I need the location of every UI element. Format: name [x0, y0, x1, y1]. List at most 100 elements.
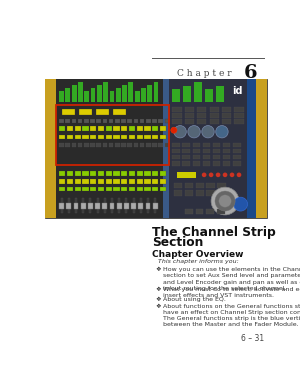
- Bar: [59, 143, 64, 147]
- Circle shape: [188, 125, 200, 138]
- Bar: [72, 119, 76, 123]
- Bar: [193, 161, 200, 166]
- Text: About using the EQ.: About using the EQ.: [163, 297, 226, 302]
- Bar: [145, 126, 151, 131]
- Circle shape: [215, 191, 235, 211]
- Bar: [122, 85, 127, 102]
- Bar: [196, 209, 203, 214]
- Bar: [135, 91, 140, 102]
- Bar: [74, 203, 79, 209]
- Circle shape: [230, 172, 234, 177]
- Bar: [121, 171, 127, 176]
- Bar: [82, 171, 89, 176]
- Bar: [84, 91, 89, 102]
- Bar: [172, 89, 180, 102]
- Circle shape: [202, 125, 214, 138]
- Bar: [223, 143, 230, 147]
- Bar: [131, 203, 136, 209]
- Bar: [79, 109, 92, 115]
- Bar: [177, 172, 197, 178]
- Bar: [140, 119, 145, 123]
- Bar: [121, 119, 126, 123]
- Text: 6 – 31: 6 – 31: [241, 334, 264, 343]
- Bar: [160, 135, 166, 140]
- Bar: [160, 171, 166, 176]
- Bar: [185, 190, 193, 196]
- Bar: [138, 203, 143, 209]
- Bar: [137, 126, 143, 131]
- Bar: [137, 135, 143, 140]
- Bar: [104, 198, 106, 213]
- Bar: [197, 107, 206, 112]
- Bar: [205, 89, 213, 102]
- Bar: [152, 135, 158, 140]
- Bar: [59, 119, 64, 123]
- Bar: [206, 209, 214, 214]
- Bar: [59, 171, 65, 176]
- Bar: [233, 161, 241, 166]
- Bar: [109, 143, 113, 147]
- Bar: [103, 143, 107, 147]
- Bar: [216, 86, 224, 102]
- Bar: [90, 179, 96, 184]
- Text: ❖: ❖: [155, 304, 161, 309]
- Bar: [72, 85, 76, 102]
- Text: What you must do to select, activate and edit
insert effects and VST instruments: What you must do to select, activate and…: [163, 287, 300, 298]
- Bar: [106, 126, 112, 131]
- Bar: [103, 82, 108, 102]
- Bar: [223, 155, 230, 160]
- Bar: [202, 161, 210, 166]
- Bar: [113, 187, 120, 192]
- Bar: [129, 135, 135, 140]
- Bar: [172, 113, 182, 118]
- Bar: [234, 120, 244, 124]
- Bar: [206, 183, 215, 188]
- Bar: [96, 109, 109, 115]
- Bar: [172, 107, 182, 112]
- Bar: [67, 187, 73, 192]
- Circle shape: [174, 125, 186, 138]
- Bar: [185, 209, 193, 214]
- Bar: [106, 171, 112, 176]
- Bar: [213, 155, 220, 160]
- Text: id: id: [232, 85, 243, 96]
- Bar: [234, 107, 244, 112]
- Bar: [128, 143, 132, 147]
- Bar: [98, 135, 104, 140]
- Bar: [172, 143, 180, 147]
- Bar: [67, 171, 73, 176]
- Bar: [103, 119, 107, 123]
- Text: ❖: ❖: [155, 297, 161, 302]
- Bar: [116, 89, 121, 102]
- Bar: [147, 85, 152, 102]
- Bar: [98, 126, 104, 131]
- Bar: [90, 119, 95, 123]
- Bar: [197, 113, 206, 118]
- Bar: [91, 89, 95, 102]
- Bar: [233, 155, 241, 160]
- Bar: [95, 203, 100, 209]
- Bar: [202, 143, 210, 147]
- Bar: [145, 171, 151, 176]
- Bar: [160, 187, 166, 192]
- Bar: [145, 179, 151, 184]
- Bar: [185, 107, 194, 112]
- Bar: [118, 198, 120, 213]
- Bar: [154, 82, 158, 102]
- Bar: [62, 109, 75, 115]
- Bar: [193, 143, 200, 147]
- Bar: [213, 149, 220, 153]
- Bar: [56, 105, 169, 165]
- Bar: [84, 119, 89, 123]
- Bar: [117, 203, 122, 209]
- Circle shape: [216, 125, 228, 138]
- Bar: [140, 143, 145, 147]
- Bar: [89, 198, 92, 213]
- Bar: [217, 209, 225, 214]
- Bar: [109, 119, 113, 123]
- Bar: [59, 91, 64, 102]
- Bar: [81, 203, 86, 209]
- Bar: [174, 190, 182, 196]
- Bar: [97, 85, 102, 102]
- Bar: [84, 143, 89, 147]
